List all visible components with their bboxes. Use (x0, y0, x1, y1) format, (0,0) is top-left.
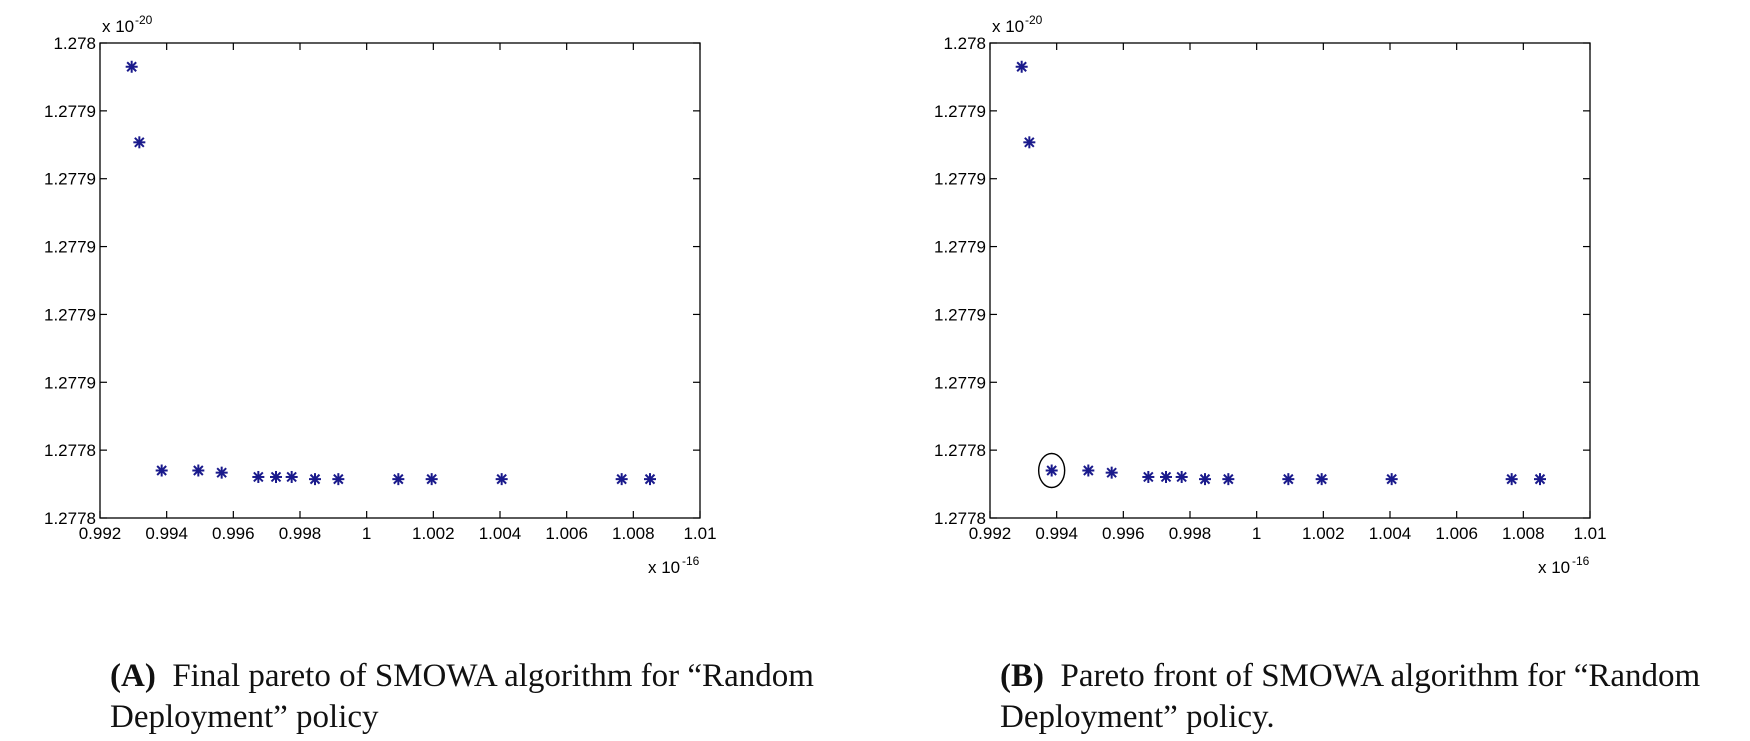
data-point (1082, 464, 1095, 477)
data-point (615, 473, 628, 486)
x-tick-label: 0.992 (79, 524, 122, 543)
caption-b-text: Pareto front of SMOWA algorithm for “Ran… (1000, 658, 1701, 735)
caption-a: (A) Final pareto of SMOWA algorithm for … (110, 656, 870, 738)
x-tick-label: 1.004 (479, 524, 522, 543)
x-tick-label: 1.01 (683, 524, 716, 543)
x-tick-label: 0.998 (279, 524, 322, 543)
data-point (270, 470, 282, 483)
y-tick-label: 1.2778 (44, 441, 96, 460)
y-tick-label: 1.2779 (934, 238, 986, 257)
y-tick-label: 1.2778 (934, 509, 986, 528)
data-point (1505, 473, 1518, 486)
data-point (425, 473, 438, 486)
scatter-plot-b: 0.992 0.994 0.996 0.998 1 1.002 1.004 1.006 1.00… (934, 13, 1607, 577)
data-point (1045, 464, 1058, 477)
x-tick-label: 1.008 (1502, 524, 1545, 543)
data-point (1023, 136, 1036, 149)
data-point (192, 464, 205, 477)
x-tick-label: 0.994 (145, 524, 188, 543)
highlight-circle (1037, 452, 1066, 489)
x-tick-label: 1.002 (412, 524, 455, 543)
data-point (1175, 470, 1188, 483)
scatter-plot-a: 0.992 0.994 0.996 0.998 1 1.002 1.004 1.006 1.00… (44, 13, 717, 577)
data-point (392, 473, 405, 486)
x-tick-label: 0.992 (969, 524, 1012, 543)
data-point (1015, 60, 1028, 73)
caption-b: (B) Pareto front of SMOWA algorithm for … (1000, 656, 1750, 738)
data-point (215, 466, 228, 479)
y-exponent-label: x 10 (102, 17, 134, 36)
data-point (1105, 466, 1118, 479)
data-point (1282, 473, 1295, 486)
y-tick-label: 1.278 (53, 34, 96, 53)
x-tick-label: 1.006 (545, 524, 588, 543)
x-tick-label: 1.004 (1369, 524, 1412, 543)
y-tick-label: 1.2778 (934, 441, 986, 460)
data-point (1315, 473, 1328, 486)
data-point (1534, 473, 1546, 486)
y-tick-label: 1.2779 (44, 102, 96, 121)
x-tick-label: 1.008 (612, 524, 655, 543)
x-tick-label: 1.002 (1302, 524, 1345, 543)
caption-b-label: (B) (1000, 658, 1044, 694)
x-exponent-value: -16 (1572, 554, 1590, 568)
data-point (125, 60, 138, 73)
data-point (285, 470, 298, 483)
plot-frame (99, 42, 701, 519)
y-exponent-value: -20 (1025, 13, 1043, 27)
y-tick-label: 1.2779 (934, 102, 986, 121)
x-tick-label: 0.996 (1102, 524, 1145, 543)
data-point (1199, 473, 1211, 486)
y-exponent-label: x 10 (992, 17, 1024, 36)
x-tick-label: 1 (1252, 524, 1261, 543)
data-point (1142, 470, 1155, 483)
x-exponent-label: x 10 (1538, 558, 1570, 577)
y-tick-label: 1.2779 (934, 305, 986, 324)
caption-a-label: (A) (110, 658, 156, 694)
y-tick-label: 1.278 (943, 34, 986, 53)
chart-panel-a: 0.992 0.994 0.996 0.998 1 1.002 1.004 1.006 1.00… (0, 0, 860, 741)
x-tick-label: 1.006 (1435, 524, 1478, 543)
y-tick-label: 1.2779 (934, 373, 986, 392)
y-tick-label: 1.2779 (44, 373, 96, 392)
data-point (1222, 473, 1235, 486)
x-tick-label: 1 (362, 524, 371, 543)
y-tick-label: 1.2779 (44, 238, 96, 257)
data-point (133, 136, 146, 149)
data-point (332, 473, 345, 486)
x-tick-label: 0.998 (1169, 524, 1212, 543)
data-point (155, 464, 168, 477)
caption-a-text: Final pareto of SMOWA algorithm for “Ran… (110, 658, 814, 735)
x-exponent-value: -16 (682, 554, 700, 568)
x-tick-label: 1.01 (1573, 524, 1606, 543)
data-point (252, 470, 265, 483)
x-tick-label: 0.994 (1035, 524, 1078, 543)
y-exponent-value: -20 (135, 13, 153, 27)
data-point (1385, 473, 1398, 486)
x-tick-label: 0.996 (212, 524, 255, 543)
data-point (1160, 470, 1172, 483)
y-tick-label: 1.2778 (44, 509, 96, 528)
data-point (495, 473, 508, 486)
x-exponent-label: x 10 (648, 558, 680, 577)
chart-panel-b: 0.992 0.994 0.996 0.998 1 1.002 1.004 1.006 1.00… (890, 0, 1750, 741)
data-point (644, 473, 656, 486)
y-tick-label: 1.2779 (934, 170, 986, 189)
y-tick-label: 1.2779 (44, 305, 96, 324)
data-point (309, 473, 321, 486)
y-tick-label: 1.2779 (44, 170, 96, 189)
plot-frame (989, 42, 1591, 519)
